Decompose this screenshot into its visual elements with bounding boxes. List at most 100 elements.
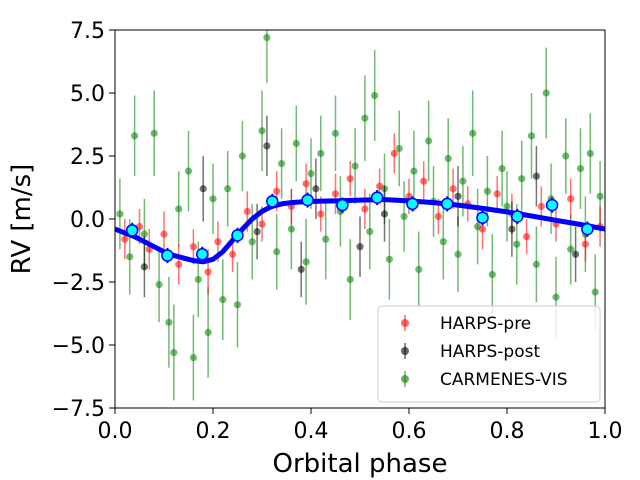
data-point [498, 165, 506, 173]
data-point [302, 180, 310, 188]
data-point [439, 238, 447, 246]
data-point [415, 265, 423, 273]
data-point [527, 132, 536, 140]
data-point [478, 225, 487, 233]
data-point [395, 144, 403, 153]
y-tick-label: −7.5 [52, 397, 105, 422]
data-point [312, 185, 320, 193]
y-tick-label: 5.0 [70, 82, 105, 107]
data-point [346, 275, 354, 284]
data-point [331, 129, 340, 137]
binned-point [406, 197, 419, 211]
legend-item-carmenes-vis: CARMENES-VIS [401, 370, 568, 390]
data-point [581, 240, 590, 248]
x-tick-label: 0.4 [294, 419, 329, 444]
binned-point [476, 211, 489, 224]
binned-point [301, 193, 314, 207]
data-point [273, 248, 281, 256]
binned-point [161, 249, 174, 262]
binned-point [440, 197, 454, 211]
data-point [233, 301, 242, 309]
data-point [263, 33, 271, 42]
data-point [209, 195, 217, 203]
data-point [390, 149, 398, 158]
x-tick-label: 0.6 [392, 419, 427, 444]
data-point [199, 185, 207, 193]
legend-label: HARPS-pre [440, 314, 531, 334]
data-point [351, 162, 359, 170]
binned-point [125, 224, 139, 237]
binned-point [581, 222, 594, 236]
data-point [459, 177, 467, 185]
data-point [170, 348, 178, 357]
legend-marker-harps-post [401, 347, 409, 355]
legend-label: HARPS-post [440, 342, 540, 362]
data-point [361, 114, 369, 122]
data-point [454, 250, 462, 258]
data-point [532, 172, 541, 180]
data-point [493, 190, 501, 198]
data-point [425, 137, 433, 145]
data-point [302, 258, 310, 266]
data-point [366, 228, 374, 236]
data-point [150, 129, 158, 137]
data-point [194, 275, 202, 284]
series-binned [125, 190, 594, 264]
data-point [258, 127, 266, 135]
data-point [331, 190, 340, 198]
data-point [322, 235, 330, 243]
data-point [346, 175, 354, 183]
data-point [229, 250, 237, 258]
data-point [385, 255, 393, 263]
data-point [508, 225, 516, 233]
series-harps-post [140, 115, 580, 298]
data-point [219, 296, 227, 304]
data-point [449, 185, 457, 193]
data-point [155, 280, 163, 289]
y-tick-label: 7.5 [70, 19, 105, 44]
binned-point [336, 198, 349, 212]
data-point [263, 142, 271, 150]
y-tick-label: −2.5 [52, 271, 105, 296]
data-point [503, 202, 511, 210]
binned-point [511, 210, 524, 223]
data-point [532, 260, 541, 268]
data-point [204, 328, 212, 336]
y-tick-label: 0.0 [70, 208, 105, 233]
data-point [317, 210, 325, 218]
data-point [287, 225, 295, 233]
data-point [591, 288, 599, 296]
data-point [444, 154, 452, 163]
y-axis-ticks: −7.5 −5.0 −2.5 0.0 2.5 5.0 7.5 [52, 19, 115, 422]
data-point [410, 167, 418, 175]
legend-frame [377, 305, 601, 403]
data-point [537, 202, 545, 210]
legend-marker-harps-pre [401, 319, 409, 327]
data-point [361, 205, 369, 213]
binned-point [195, 248, 209, 261]
x-axis-title: Orbital phase [273, 449, 448, 479]
data-point [297, 265, 305, 273]
data-point [248, 238, 256, 246]
data-point [483, 187, 491, 195]
binned-point [231, 229, 244, 242]
data-point [586, 149, 594, 158]
data-point [292, 139, 300, 147]
data-point [562, 152, 570, 160]
y-axis-title: RV [m/s] [7, 164, 37, 275]
data-point [160, 230, 168, 238]
series-carmenes-vis [116, 30, 604, 401]
data-point [131, 132, 139, 140]
binned-point [370, 191, 384, 204]
data-point [567, 195, 575, 203]
x-tick-label: 0.2 [196, 419, 231, 444]
data-point [454, 192, 462, 200]
data-point [258, 220, 266, 228]
data-point [278, 159, 286, 168]
data-point [371, 91, 379, 100]
data-point [204, 268, 212, 276]
data-point [140, 263, 148, 271]
legend-marker-carmenes-vis [401, 375, 409, 383]
data-point [356, 243, 364, 251]
